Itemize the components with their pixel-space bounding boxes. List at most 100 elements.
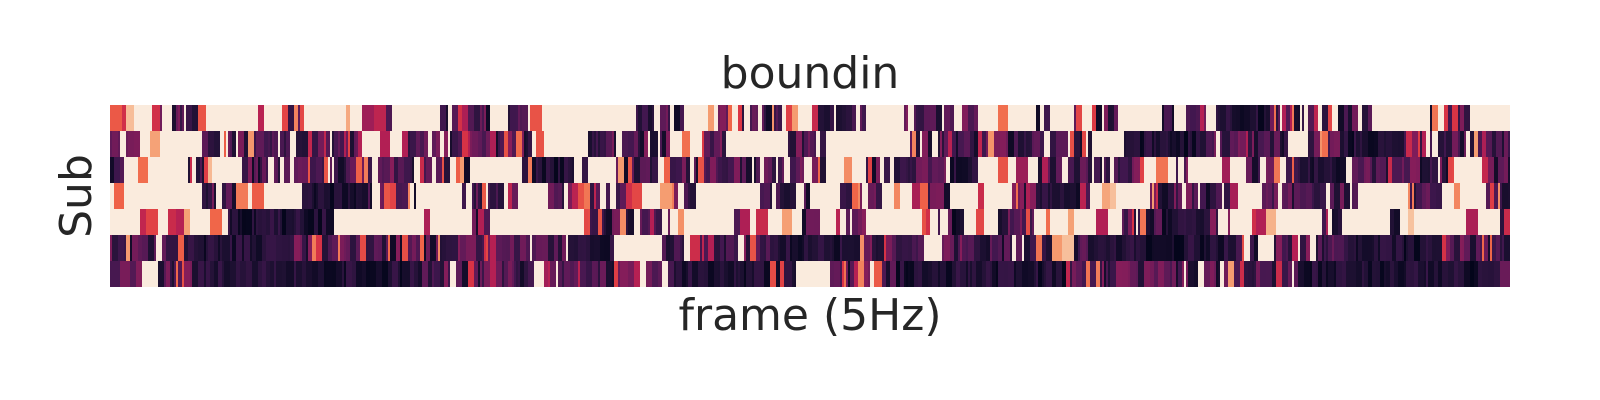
heatmap-cell xyxy=(694,105,703,132)
heatmap-cell xyxy=(762,105,765,132)
heatmap-cell xyxy=(796,261,807,287)
heatmap-cell xyxy=(1224,235,1229,262)
heatmap-cell xyxy=(600,261,607,287)
heatmap-cell xyxy=(1466,157,1477,184)
heatmap-cell xyxy=(1336,157,1341,184)
heatmap-cell xyxy=(1310,261,1313,287)
heatmap-cell xyxy=(1386,157,1389,184)
heatmap-cell xyxy=(796,131,803,158)
heatmap-cell xyxy=(1404,157,1411,184)
heatmap-cell xyxy=(934,235,943,262)
heatmap-cell xyxy=(1372,261,1377,287)
heatmap-cell xyxy=(1340,157,1347,184)
heatmap-cell xyxy=(770,235,775,262)
heatmap-cell xyxy=(780,183,785,210)
heatmap-cell xyxy=(262,261,267,287)
heatmap-cell xyxy=(868,157,873,184)
heatmap-cell xyxy=(148,157,157,184)
heatmap-cell xyxy=(1020,209,1023,236)
heatmap-cell xyxy=(684,235,691,262)
heatmap-cell xyxy=(542,209,549,236)
heatmap-cell xyxy=(198,105,207,132)
heatmap-cell xyxy=(610,183,617,210)
heatmap-cell xyxy=(1282,261,1289,287)
heatmap-cell xyxy=(1334,131,1341,158)
heatmap-cell xyxy=(526,235,531,262)
heatmap-cell xyxy=(206,105,211,132)
heatmap-cell xyxy=(1454,235,1461,262)
heatmap-cell xyxy=(906,261,909,287)
heatmap-cell xyxy=(1454,261,1459,287)
heatmap-cell xyxy=(1052,235,1063,262)
heatmap-cell xyxy=(654,209,657,236)
heatmap-cell xyxy=(972,261,977,287)
heatmap-cell xyxy=(1352,183,1355,210)
heatmap-cell xyxy=(1500,261,1507,287)
heatmap-cell xyxy=(350,131,355,158)
heatmap-cell xyxy=(464,157,471,184)
heatmap-cell xyxy=(1128,157,1131,184)
heatmap-cell xyxy=(578,261,581,287)
heatmap-cell xyxy=(814,131,817,158)
heatmap-cell xyxy=(1312,261,1317,287)
heatmap-cell xyxy=(1074,235,1079,262)
heatmap-cell xyxy=(1186,105,1191,132)
heatmap-cell xyxy=(1452,157,1455,184)
heatmap-cell xyxy=(698,157,705,184)
heatmap-cell xyxy=(1370,183,1379,210)
heatmap-cell xyxy=(202,183,207,210)
heatmap-cell xyxy=(1384,261,1387,287)
heatmap-cell xyxy=(1250,105,1257,132)
heatmap-cell xyxy=(564,261,571,287)
heatmap-cell xyxy=(1188,235,1195,262)
heatmap-cell xyxy=(1046,235,1053,262)
heatmap-cell xyxy=(1182,261,1185,287)
heatmap-cell xyxy=(908,209,919,236)
heatmap-cell xyxy=(1136,235,1141,262)
heatmap-cell xyxy=(284,157,291,184)
heatmap-cell xyxy=(660,105,667,132)
heatmap-cell xyxy=(1450,235,1455,262)
heatmap-cell xyxy=(1092,209,1097,236)
heatmap-cell xyxy=(1252,157,1259,184)
heatmap-cell xyxy=(308,183,313,210)
heatmap-cell xyxy=(1172,235,1175,262)
heatmap-cell xyxy=(674,235,681,262)
heatmap-cell xyxy=(1434,209,1443,236)
heatmap-cell xyxy=(620,209,627,236)
heatmap-cell xyxy=(1312,183,1315,210)
heatmap-cell xyxy=(1204,209,1211,236)
heatmap-cell xyxy=(1134,157,1141,184)
heatmap-cell xyxy=(420,157,425,184)
heatmap-cell xyxy=(1024,131,1027,158)
heatmap-cell xyxy=(1352,261,1357,287)
heatmap-cell xyxy=(852,183,859,210)
heatmap-cell xyxy=(890,183,895,210)
heatmap-cell xyxy=(328,183,331,210)
heatmap-cell xyxy=(804,183,807,210)
heatmap-cell xyxy=(720,105,727,132)
heatmap-cell xyxy=(152,105,161,132)
heatmap-cell xyxy=(176,209,185,236)
heatmap-cell xyxy=(1264,105,1267,132)
heatmap-cell xyxy=(634,131,639,158)
heatmap-cell xyxy=(1160,235,1167,262)
heatmap-cell xyxy=(998,261,1005,287)
heatmap-cell xyxy=(290,157,295,184)
heatmap-cell xyxy=(480,183,483,210)
heatmap-cell xyxy=(988,157,995,184)
heatmap-cell xyxy=(1108,209,1119,236)
heatmap-cell xyxy=(1424,209,1435,236)
heatmap-cell xyxy=(258,209,263,236)
heatmap-cell xyxy=(522,157,529,184)
heatmap-cell xyxy=(134,105,145,132)
heatmap-cell xyxy=(1372,235,1375,262)
heatmap-cell xyxy=(774,105,777,132)
heatmap-cell xyxy=(1458,105,1461,132)
heatmap-cell xyxy=(912,235,917,262)
heatmap-cell xyxy=(396,183,403,210)
heatmap-cell xyxy=(240,209,243,236)
heatmap-cell xyxy=(126,235,131,262)
heatmap-cell xyxy=(256,235,263,262)
heatmap-cell xyxy=(276,235,283,262)
